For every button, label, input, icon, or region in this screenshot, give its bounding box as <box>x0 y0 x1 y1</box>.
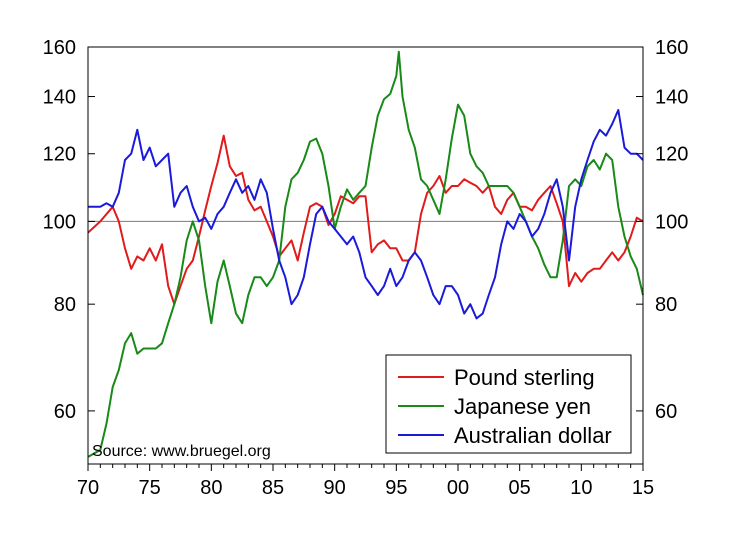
series-line-japanese-yen <box>87 50 644 458</box>
x-tick-label: 15 <box>632 477 654 499</box>
legend-box <box>385 354 632 454</box>
x-tick-label: 10 <box>570 477 592 499</box>
y-tick-label-right: 80 <box>655 294 677 316</box>
y-tick-label-right: 60 <box>655 401 677 423</box>
legend-label: Japanese yen <box>454 394 591 419</box>
y-tick-label-left: 60 <box>54 401 76 423</box>
y-tick-label-right: 100 <box>655 211 688 233</box>
source-note: Source: www.bruegel.org <box>92 443 271 460</box>
x-tick-label: 90 <box>324 477 346 499</box>
x-tick-label: 05 <box>509 477 531 499</box>
y-tick-label-left: 80 <box>54 294 76 316</box>
x-tick-label: 95 <box>385 477 407 499</box>
x-tick-label: 75 <box>139 477 161 499</box>
legend-items: Pound sterling Japanese yen Australian dol… <box>398 365 612 448</box>
y-tick-label-right: 120 <box>655 144 688 166</box>
legend-label: Pound sterling <box>454 365 595 390</box>
y-tick-label-right: 140 <box>655 87 688 109</box>
x-tick-label: 80 <box>200 477 222 499</box>
y-tick-label-left: 160 <box>43 37 76 59</box>
series-line-pound-sterling <box>87 134 644 306</box>
y-tick-label-left: 140 <box>43 87 76 109</box>
series-line-australian-dollar <box>88 109 644 320</box>
legend-label: Australian dollar <box>454 423 612 448</box>
axis-layer: 60 60 80 80 100 100 120 120 140 140 160 160 70 75 80 85… <box>43 37 689 499</box>
x-tick-label: 85 <box>262 477 284 499</box>
y-tick-label-left: 120 <box>43 144 76 166</box>
legend: Pound sterling Japanese yen Australian dol… <box>385 354 632 454</box>
series-layer <box>87 50 644 458</box>
y-tick-label-right: 160 <box>655 37 688 59</box>
plot-frame <box>87 46 644 465</box>
y-tick-label-left: 100 <box>43 211 76 233</box>
x-tick-label: 00 <box>447 477 469 499</box>
x-tick-label: 70 <box>77 477 99 499</box>
